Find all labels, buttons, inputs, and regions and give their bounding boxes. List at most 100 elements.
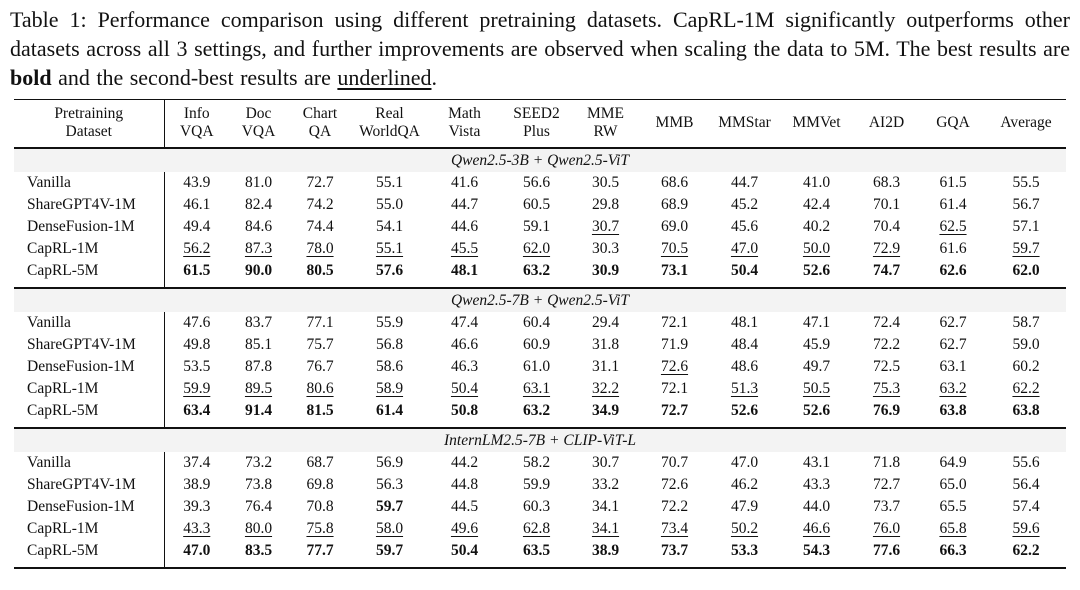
header-line: VQA	[179, 123, 214, 140]
table-cell: 43.9	[163, 172, 229, 194]
table-cell: 48.4	[730, 336, 759, 353]
table-cell: 44.7	[450, 196, 479, 213]
table-cell: 63.5	[522, 542, 551, 559]
table-cell: 61.5	[939, 174, 967, 191]
table-row: CapRL-5M 61.5 90.0 80.5 57.6 48.1 63.2 30.9 73.1…	[14, 260, 1066, 288]
table-cell: 59.6	[1012, 520, 1040, 537]
table-cell: 47.6	[163, 312, 229, 334]
table-cell: 38.9	[163, 474, 229, 496]
table-cell: 59.7	[1012, 240, 1040, 257]
table-cell: 33.2	[591, 476, 620, 493]
table-cell: 75.7	[306, 336, 334, 353]
table-cell: 57.6	[375, 262, 404, 279]
table-cell: 72.7	[306, 174, 334, 191]
table-cell: 50.5	[802, 380, 831, 397]
table-cell: 58.9	[375, 380, 404, 397]
table-cell: 58.6	[375, 358, 404, 375]
table-cell: 43.3	[802, 476, 831, 493]
header-line: AI2D	[868, 114, 905, 131]
table-cell: 74.4	[306, 218, 334, 235]
table-cell: 76.9	[872, 402, 901, 419]
table-cell: 63.8	[1012, 402, 1040, 419]
table-cell: 63.2	[939, 380, 967, 397]
table-cell: 49.7	[802, 358, 831, 375]
table-cell: 41.0	[802, 174, 831, 191]
table-cell: 44.2	[450, 454, 479, 471]
table-cell: 58.2	[522, 454, 551, 471]
row-label: CapRL-1M	[27, 520, 99, 537]
row-label: ShareGPT4V-1M	[27, 336, 136, 353]
table-cell: 75.8	[306, 520, 334, 537]
table-cell: 61.4	[375, 402, 404, 419]
table-cell: 68.7	[306, 454, 334, 471]
table-cell: 76.0	[872, 520, 901, 537]
row-label: CapRL-5M	[27, 402, 99, 419]
caption-underline-term: underlined	[337, 65, 432, 90]
table-cell: 53.3	[730, 542, 759, 559]
table-cell: 62.0	[522, 240, 551, 257]
table-cell: 44.6	[450, 218, 479, 235]
table-cell: 63.1	[522, 380, 551, 397]
table-cell: 57.1	[1012, 218, 1040, 235]
table-cell: 69.0	[660, 218, 689, 235]
table-cell: 87.8	[244, 358, 273, 375]
table-cell: 49.4	[163, 216, 229, 238]
table-cell: 89.5	[244, 380, 273, 397]
table-cell: 72.1	[660, 314, 689, 331]
table-cell: 62.6	[939, 262, 967, 279]
table-cell: 45.6	[730, 218, 759, 235]
table-cell: 43.1	[802, 454, 831, 471]
header-line: Chart	[302, 105, 338, 122]
table-cell: 62.2	[1012, 542, 1040, 559]
column-header-gqa: GQA	[920, 99, 986, 149]
table-row: CapRL-5M 47.0 83.5 77.7 59.7 50.4 63.5 38.9 73.7…	[14, 540, 1066, 568]
table-cell: 72.2	[872, 336, 901, 353]
header-line: Real	[375, 105, 404, 122]
header-line: QA	[308, 123, 332, 140]
table-cell: 63.1	[939, 358, 967, 375]
table-cell: 77.1	[306, 314, 334, 331]
table-cell: 76.7	[306, 358, 334, 375]
table-cell: 81.0	[244, 174, 273, 191]
table-cell: 30.3	[591, 240, 620, 257]
table-cell: 50.4	[730, 262, 759, 279]
table-cell: 83.5	[244, 542, 273, 559]
table-cell: 40.2	[802, 218, 831, 235]
column-header-pretraining-dataset: Pretraining Dataset	[14, 99, 164, 149]
table-cell: 59.9	[522, 476, 551, 493]
table-cell: 48.6	[730, 358, 759, 375]
table-cell: 45.2	[730, 196, 759, 213]
table-cell: 30.5	[591, 174, 620, 191]
table-cell: 59.7	[375, 498, 404, 515]
table-caption: Table 1: Performance comparison using di…	[0, 0, 1080, 92]
row-label: DenseFusion-1M	[27, 358, 135, 375]
table-cell: 47.9	[730, 498, 759, 515]
table-cell: 34.9	[591, 402, 620, 419]
table-cell: 55.6	[1012, 454, 1040, 471]
section-title: InternLM2.5-7B + CLIP-ViT-L	[14, 427, 1066, 452]
table-cell: 52.6	[730, 402, 759, 419]
table-cell: 72.7	[872, 476, 901, 493]
caption-text: and the second-best results are	[51, 65, 338, 90]
table-cell: 42.4	[802, 196, 831, 213]
section-band: Qwen2.5-3B + Qwen2.5-ViT	[14, 147, 1066, 172]
table-cell: 75.3	[872, 380, 901, 397]
column-header-mmb: MMB	[640, 99, 709, 149]
table-cell: 60.2	[1012, 358, 1040, 375]
table-cell: 54.1	[375, 218, 404, 235]
table-cell: 73.7	[872, 498, 901, 515]
table-cell: 54.3	[802, 542, 831, 559]
header-row: Pretraining Dataset Info VQA Doc VQA Chart QA R…	[14, 99, 1066, 149]
column-header-ai2d: AI2D	[853, 99, 920, 149]
header-line: Average	[1000, 114, 1052, 131]
table-cell: 60.5	[522, 196, 551, 213]
caption-text: .	[431, 65, 437, 90]
table-cell: 34.1	[591, 498, 620, 515]
header-line: MME	[586, 105, 625, 122]
caption-bold-term: bold	[10, 65, 52, 90]
row-label: CapRL-1M	[27, 380, 99, 397]
column-header-real-worldqa: Real WorldQA	[352, 99, 427, 149]
header-line: Pretraining	[54, 105, 124, 122]
table-cell: 73.8	[244, 476, 273, 493]
